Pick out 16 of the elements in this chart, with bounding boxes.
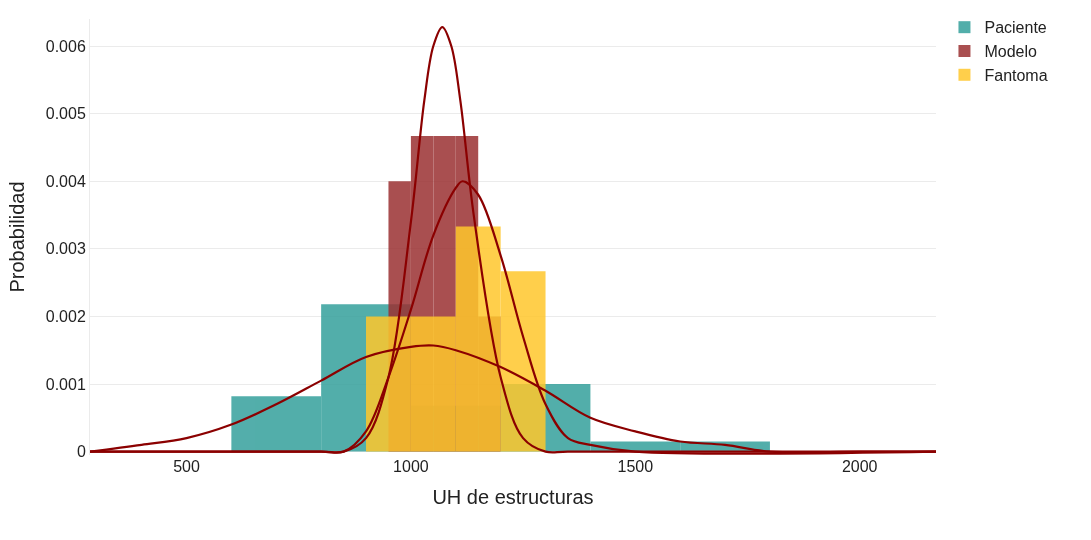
y-tick-label: 0.004 — [45, 172, 86, 190]
x-axis-title: UH de estructuras — [432, 485, 594, 508]
y-tick-label: 0 — [76, 443, 86, 461]
y-tick-label: 0.003 — [45, 240, 86, 258]
legend-label: Fantoma — [984, 67, 1048, 85]
y-tick-label: 0.002 — [45, 308, 86, 326]
x-tick-label: 500 — [173, 458, 200, 475]
y-axis-title: Probabilidad — [6, 181, 29, 293]
x-tick-label: 2000 — [841, 458, 878, 475]
y-tick-label: 0.001 — [45, 375, 86, 393]
x-tick-label: 1500 — [617, 458, 654, 475]
legend-label: Modelo — [984, 43, 1038, 61]
y-tick-label: 0.005 — [45, 105, 86, 123]
y-tick-label: 0.006 — [45, 37, 86, 55]
x-tick-label: 1000 — [393, 458, 429, 475]
legend-label: Paciente — [984, 19, 1047, 37]
